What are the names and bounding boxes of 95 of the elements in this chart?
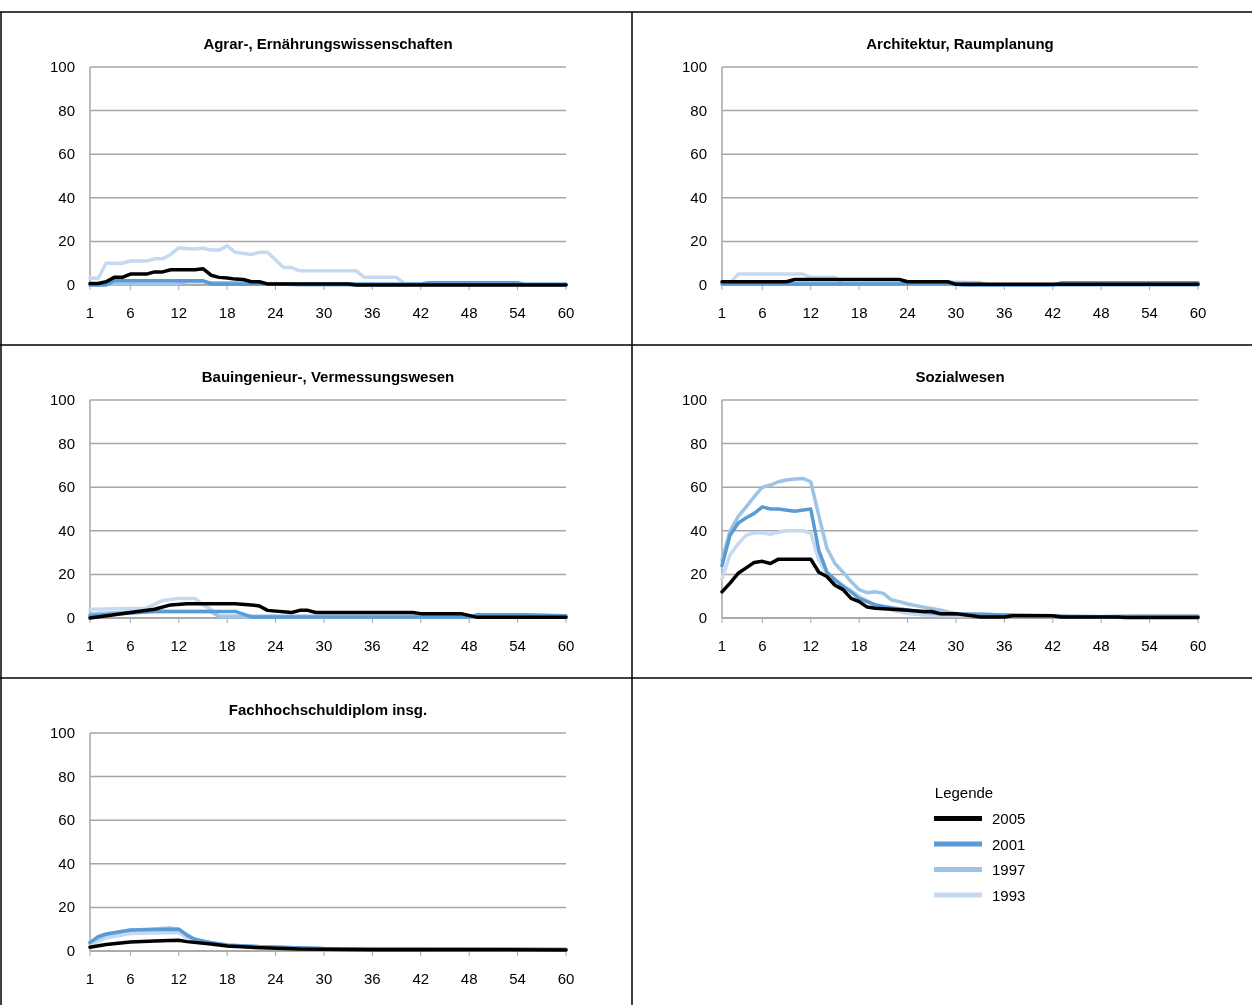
x-tick-label: 36 [996, 637, 1013, 654]
x-tick-label: 36 [364, 304, 381, 321]
x-tick-label: 1 [85, 304, 95, 321]
x-tick-label: 1 [85, 637, 95, 654]
y-tick-label: 80 [690, 434, 707, 452]
y-tick-label: 100 [49, 58, 75, 75]
legend-label: 1993 [992, 886, 1026, 904]
x-tick-label: 36 [364, 970, 381, 987]
x-tick-label: 18 [218, 970, 236, 987]
y-tick-label: 20 [58, 232, 75, 250]
chart-title: Sozialwesen [915, 368, 1005, 385]
y-tick-label: 100 [681, 391, 707, 408]
x-tick-label: 42 [412, 304, 430, 321]
x-tick-label: 24 [899, 637, 916, 654]
x-tick-label: 12 [802, 304, 820, 321]
x-tick-label: 12 [802, 637, 820, 654]
chart-title: Agrar-, Ernährungswissenschaften [203, 35, 453, 52]
y-tick-label: 0 [698, 276, 707, 293]
x-tick-label: 1 [85, 970, 95, 987]
x-tick-label: 60 [1189, 637, 1207, 654]
y-tick-label: 60 [58, 811, 75, 829]
x-tick-label: 48 [1092, 637, 1110, 654]
y-tick-label: 20 [690, 565, 707, 583]
legend-label: 1997 [992, 861, 1026, 878]
x-tick-label: 12 [170, 970, 188, 987]
x-tick-label: 18 [218, 304, 236, 321]
x-tick-label: 30 [947, 637, 965, 654]
x-tick-label: 6 [758, 304, 767, 321]
y-tick-label: 100 [49, 391, 75, 408]
x-tick-label: 54 [509, 304, 526, 321]
y-tick-label: 100 [681, 58, 707, 75]
y-tick-label: 40 [58, 188, 75, 206]
x-tick-label: 48 [460, 970, 478, 987]
y-tick-label: 80 [58, 101, 75, 119]
x-tick-label: 24 [899, 304, 916, 321]
x-tick-label: 60 [1189, 304, 1207, 321]
x-tick-label: 30 [947, 304, 965, 321]
x-tick-label: 24 [267, 970, 284, 987]
x-tick-label: 36 [364, 637, 381, 654]
y-tick-label: 0 [66, 609, 75, 626]
x-tick-label: 42 [412, 637, 430, 654]
x-tick-label: 54 [1141, 637, 1158, 654]
x-tick-label: 36 [996, 304, 1013, 321]
x-tick-label: 6 [126, 637, 135, 654]
y-tick-label: 40 [58, 521, 75, 539]
legend-title: Legende [934, 784, 994, 801]
y-tick-label: 0 [66, 942, 75, 959]
y-tick-label: 60 [690, 478, 707, 496]
y-tick-label: 100 [49, 724, 75, 741]
x-tick-label: 30 [315, 304, 333, 321]
x-tick-label: 18 [850, 637, 868, 654]
x-tick-label: 54 [509, 637, 526, 654]
legend-label: 2005 [992, 810, 1026, 827]
x-tick-label: 42 [412, 970, 430, 987]
x-tick-label: 6 [758, 637, 767, 654]
chart-title: Architektur, Raumplanung [866, 35, 1054, 52]
x-tick-label: 60 [557, 637, 575, 654]
x-tick-label: 1 [717, 304, 727, 321]
x-tick-label: 60 [557, 304, 575, 321]
y-tick-label: 40 [690, 521, 707, 539]
x-tick-label: 12 [170, 637, 188, 654]
x-tick-label: 1 [717, 637, 727, 654]
y-tick-label: 0 [698, 609, 707, 626]
y-tick-label: 80 [690, 101, 707, 119]
chart-title: Fachhochschuldiplom insg. [228, 701, 428, 718]
x-tick-label: 24 [267, 637, 284, 654]
y-tick-label: 20 [58, 565, 75, 583]
x-tick-label: 42 [1044, 304, 1062, 321]
x-tick-label: 54 [509, 970, 526, 987]
x-tick-label: 48 [1092, 304, 1110, 321]
x-tick-label: 54 [1141, 304, 1158, 321]
y-tick-label: 0 [66, 276, 75, 293]
x-tick-label: 12 [170, 304, 188, 321]
y-tick-label: 80 [58, 767, 75, 785]
x-tick-label: 18 [218, 637, 236, 654]
x-tick-label: 42 [1044, 637, 1062, 654]
x-tick-label: 48 [460, 637, 478, 654]
chart-title: Bauingenieur-, Vermessungswesen [201, 368, 455, 385]
y-tick-label: 60 [690, 145, 707, 163]
x-tick-label: 30 [315, 637, 333, 654]
x-tick-label: 60 [557, 970, 575, 987]
y-tick-label: 20 [690, 232, 707, 250]
x-tick-label: 48 [460, 304, 478, 321]
x-tick-label: 6 [126, 970, 135, 987]
y-tick-label: 40 [690, 188, 707, 206]
y-tick-label: 20 [58, 898, 75, 916]
y-tick-label: 60 [58, 145, 75, 163]
legend-label: 2001 [992, 835, 1026, 853]
x-tick-label: 6 [126, 304, 135, 321]
y-tick-label: 60 [58, 478, 75, 496]
y-tick-label: 40 [58, 854, 75, 872]
x-tick-label: 30 [315, 970, 333, 987]
x-tick-label: 18 [850, 304, 868, 321]
x-tick-label: 24 [267, 304, 284, 321]
y-tick-label: 80 [58, 434, 75, 452]
